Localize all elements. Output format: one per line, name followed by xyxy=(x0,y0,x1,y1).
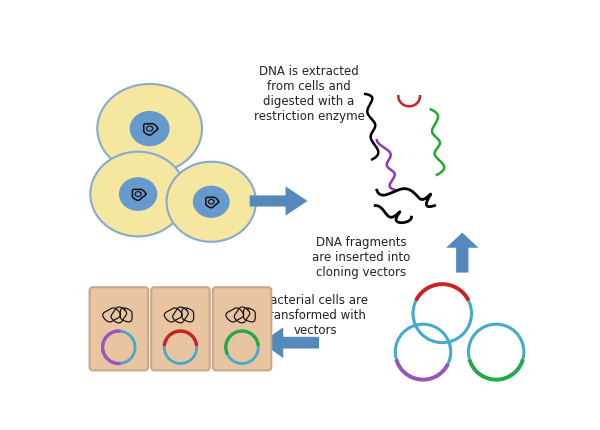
Ellipse shape xyxy=(119,178,157,210)
Ellipse shape xyxy=(97,84,202,173)
Ellipse shape xyxy=(91,152,186,236)
Polygon shape xyxy=(446,233,478,273)
Polygon shape xyxy=(261,327,319,358)
FancyBboxPatch shape xyxy=(89,287,148,370)
Text: Bacterial cells are
transformed with
vectors: Bacterial cells are transformed with vec… xyxy=(262,294,368,337)
Polygon shape xyxy=(250,186,308,215)
Text: DNA fragments
are inserted into
cloning vectors: DNA fragments are inserted into cloning … xyxy=(312,237,410,280)
Ellipse shape xyxy=(130,112,169,145)
Text: DNA is extracted
from cells and
digested with a
restriction enzyme: DNA is extracted from cells and digested… xyxy=(254,65,364,123)
FancyBboxPatch shape xyxy=(151,287,210,370)
Ellipse shape xyxy=(194,186,229,217)
Ellipse shape xyxy=(167,162,256,242)
FancyBboxPatch shape xyxy=(213,287,271,370)
